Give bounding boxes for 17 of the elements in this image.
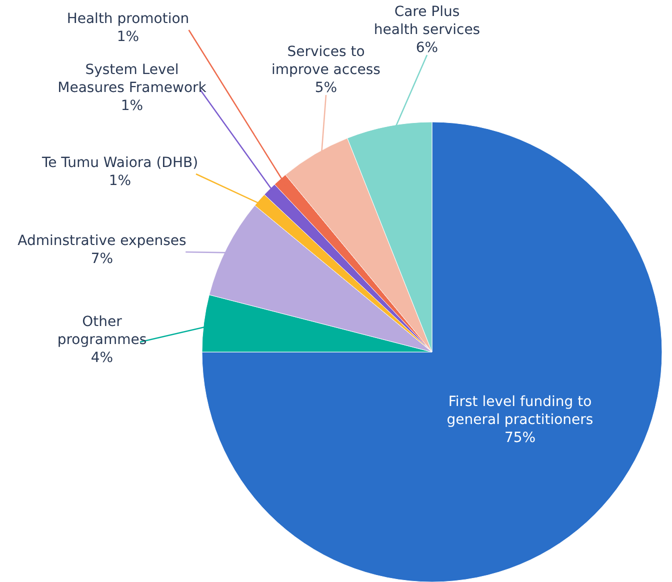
slice-label: First level funding to general practitioners bbox=[446, 394, 594, 428]
pie-slice bbox=[202, 122, 662, 582]
slice-label: Health promotion bbox=[66, 10, 190, 27]
slice-label: Care Plus health services bbox=[374, 4, 480, 38]
slice-label: Other programmes bbox=[57, 314, 147, 348]
data-label: 5% bbox=[314, 80, 338, 96]
slice-label: Adminstrative expenses bbox=[18, 232, 186, 249]
data-label: 6% bbox=[416, 40, 438, 56]
slice-label: Te Tumu Waiora (DHB) bbox=[40, 154, 198, 171]
slice-label: Services to improve access bbox=[272, 44, 380, 78]
data-label: 7% bbox=[90, 250, 114, 267]
data-label: 1% bbox=[116, 28, 140, 45]
data-label: 1% bbox=[120, 98, 144, 114]
data-label: 4% bbox=[90, 350, 114, 366]
data-label: 75% bbox=[504, 430, 536, 446]
slice-label: System Level Measures Framework bbox=[58, 62, 208, 96]
data-label: 1% bbox=[108, 172, 132, 189]
